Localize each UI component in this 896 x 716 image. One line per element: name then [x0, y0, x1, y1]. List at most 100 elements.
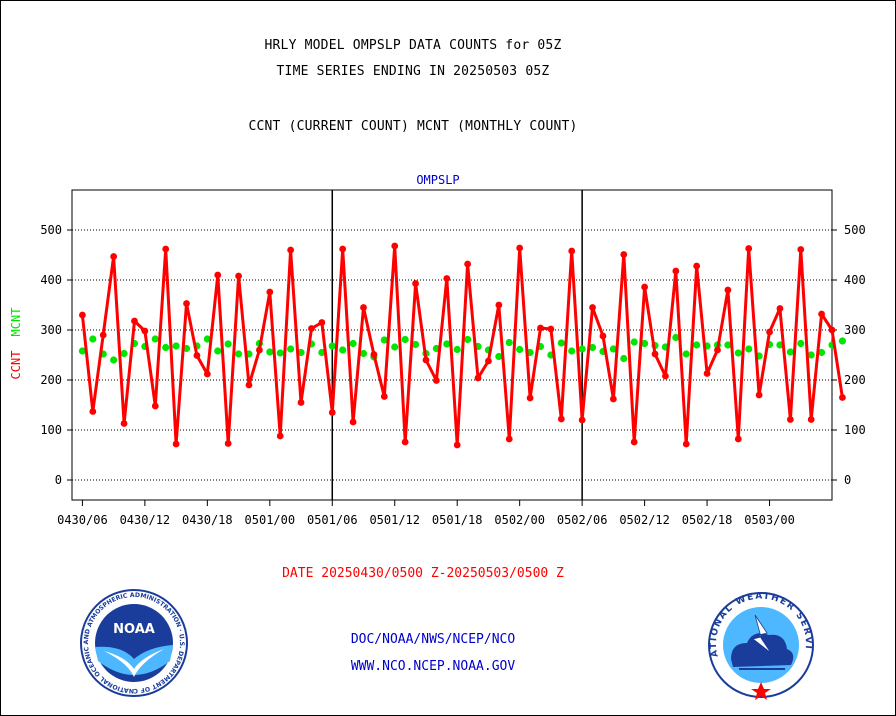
ccnt-point [724, 286, 732, 294]
y-tick-label-right: 0 [844, 473, 851, 487]
ccnt-point [672, 267, 680, 275]
ccnt-point [589, 304, 596, 311]
ccnt-point [682, 440, 690, 448]
ccnt-point [516, 244, 524, 252]
mcnt-point [745, 345, 753, 353]
y-tick-label-left: 100 [40, 423, 62, 437]
noaa-logo-water [95, 645, 173, 675]
mcnt-point [838, 337, 847, 345]
ccnt-point [99, 331, 107, 339]
mcnt-point [693, 341, 701, 349]
mcnt-point [276, 349, 284, 357]
mcnt-point [151, 335, 159, 343]
mcnt-point [495, 352, 503, 361]
ccnt-point [214, 271, 222, 279]
mcnt-point [516, 345, 524, 354]
mcnt-point [162, 343, 170, 352]
ccnt-point [495, 301, 503, 309]
mcnt-point [89, 335, 97, 343]
ccnt-point [89, 408, 97, 415]
ccnt-point [172, 440, 180, 448]
ccnt-point [807, 416, 815, 423]
x-tick-label: 0502/06 [557, 513, 608, 527]
mcnt-point [505, 338, 513, 347]
org-label: DOC/NOAA/NWS/NCEP/NCO [350, 632, 516, 647]
y-axis-label-ccnt: CCNT [9, 351, 23, 380]
ccnt-point [193, 352, 201, 359]
mcnt-point [630, 338, 638, 346]
mcnt-point [672, 333, 680, 342]
ccnt-point [162, 245, 170, 253]
ccnt-point [630, 438, 638, 446]
mcnt-point [224, 340, 232, 348]
ccnt-point [526, 394, 534, 402]
ccnt-point [432, 377, 440, 384]
series-title: OMPSLP [416, 173, 459, 187]
ccnt-point [328, 409, 336, 416]
mcnt-point [568, 347, 576, 355]
y-axis-label-mcnt: MCNT [9, 308, 23, 337]
ccnt-point [151, 402, 159, 410]
ccnt-point [203, 370, 211, 378]
ccnt-point [651, 350, 659, 358]
ccnt-point [131, 317, 138, 325]
x-tick-label: 0430/18 [182, 513, 233, 527]
mcnt-point [110, 356, 118, 364]
mcnt-point [464, 335, 472, 344]
noaa-ring-textpath: NATIONAL OCEANIC AND ATMOSPHERIC ADMINIS… [0, 0, 185, 694]
chart-title-line1: HRLY MODEL OMPSLP DATA COUNTS for 05Z [264, 38, 562, 53]
mcnt-point [453, 345, 461, 354]
ccnt-point [360, 304, 367, 311]
chart-subtitle: CCNT (CURRENT COUNT) MCNT (MONTHLY COUNT… [248, 119, 578, 134]
y-tick-label-right: 500 [844, 223, 866, 237]
mcnt-point [120, 349, 128, 358]
nws-logo-lightning [752, 614, 772, 654]
ccnt-point [776, 305, 784, 312]
mcnt-point [682, 350, 690, 358]
nws-ring-text: NATIONAL WEATHER SERVICE [0, 0, 812, 658]
mcnt-point [578, 345, 586, 353]
ccnt-point [141, 327, 149, 335]
mcnt-point [797, 339, 805, 348]
ccnt-series-line [80, 244, 844, 447]
chart-title-line2: TIME SERIES ENDING IN 20250503 05Z [276, 64, 550, 79]
ccnt-point [547, 325, 555, 333]
ccnt-point [245, 381, 253, 389]
ccnt-point [714, 346, 721, 354]
ccnt-point [370, 351, 378, 358]
mcnt-point [214, 347, 222, 355]
x-tick-label: 0501/12 [369, 513, 420, 527]
mcnt-point [234, 350, 243, 358]
ccnt-point [401, 438, 409, 446]
ccnt-point [266, 288, 274, 296]
url-label: WWW.NCO.NCEP.NOAA.GOV [350, 659, 516, 674]
ccnt-point [349, 418, 357, 426]
ccnt-point [745, 245, 753, 252]
mcnt-point [807, 351, 815, 359]
ccnt-point [308, 325, 315, 332]
ccnt-point [422, 356, 430, 364]
ccnt-point [224, 440, 232, 447]
ccnt-point [818, 310, 825, 318]
ccnt-point [755, 391, 763, 399]
ccnt-point [839, 394, 846, 401]
ccnt-point [620, 251, 628, 258]
mcnt-point [349, 339, 357, 348]
ccnt-point [339, 245, 347, 253]
nws-ring-textpath: NATIONAL WEATHER SERVICE [0, 0, 812, 658]
ccnt-point [537, 324, 544, 332]
y-tick-label-right: 200 [844, 373, 866, 387]
y-tick-label-left: 300 [40, 323, 62, 337]
x-tick-label: 0502/00 [494, 513, 545, 527]
mcnt-point [287, 345, 295, 353]
mcnt-point [266, 348, 274, 356]
ccnt-point [485, 357, 492, 365]
mcnt-point [817, 348, 826, 357]
mcnt-point [172, 342, 180, 350]
date-range-label: DATE 20250430/0500 Z-20250503/0500 Z [282, 566, 564, 581]
mcnt-point [557, 339, 565, 347]
ccnt-point [578, 416, 586, 424]
ccnt-point [568, 247, 576, 255]
ccnt-point [120, 420, 128, 427]
